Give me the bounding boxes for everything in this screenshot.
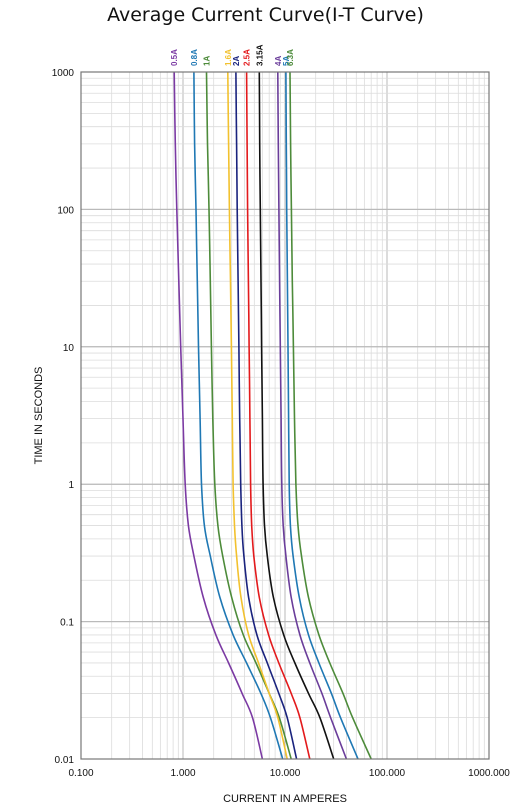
x-tick-label: 0.100 <box>68 768 93 779</box>
series-label-1A: 1A <box>203 56 212 66</box>
series-line-0.8A <box>193 71 284 760</box>
series-labels: 0.5A 0.8A 1A 1.6A 2A 2.5A 3.15A 4A 5A6.3A <box>170 44 295 66</box>
x-tick-label: 10.000 <box>270 768 301 779</box>
series-label-1.6A: 1.6A <box>224 49 233 66</box>
series-line-1.6A <box>227 71 288 760</box>
series-line-1A <box>205 71 292 760</box>
series-label-0.8A: 0.8A <box>190 49 199 66</box>
y-tick-label: 10 <box>63 343 75 354</box>
x-tick-label: 1000.000 <box>468 768 510 779</box>
series-label-2A: 2A <box>232 56 241 66</box>
series-line-4A <box>277 71 348 760</box>
series-line-0.5A <box>173 71 264 760</box>
x-axis-label: CURRENT IN AMPERES <box>223 793 347 805</box>
y-tick-label: 1 <box>68 480 74 491</box>
y-tick-label: 1000 <box>52 68 75 79</box>
y-tick-label: 0.1 <box>60 618 74 629</box>
x-tick-label: 100.000 <box>369 768 406 779</box>
series-group <box>173 71 372 760</box>
series-line-6.3A <box>289 71 372 760</box>
tick-labels: 0.100 1.000 10.000 100.000 1000.000 0.01 0.1 1 1… <box>52 68 511 779</box>
series-line-2.5A <box>245 71 311 760</box>
series-label-4A: 4A <box>274 56 283 66</box>
chart-title: Average Current Curve(I-T Curve) <box>107 4 424 26</box>
y-tick-label: 0.01 <box>55 755 75 766</box>
plot-frame <box>80 71 490 760</box>
series-line-5A <box>285 71 359 760</box>
series-label-2.5A: 2.5A <box>243 49 252 66</box>
series-label-6.3A: 6.3A <box>286 49 295 66</box>
series-label-3.15A: 3.15A <box>255 44 264 66</box>
series-line-2A <box>235 71 298 760</box>
y-tick-label: 100 <box>57 205 74 216</box>
series-line-3.15A <box>258 71 335 760</box>
series-label-5A: 5A <box>282 56 291 66</box>
y-axis-label: TIME IN SECONDS <box>33 367 45 465</box>
x-tick-label: 1.000 <box>170 768 195 779</box>
grid <box>80 71 490 760</box>
series-label-0.5A: 0.5A <box>170 49 179 66</box>
